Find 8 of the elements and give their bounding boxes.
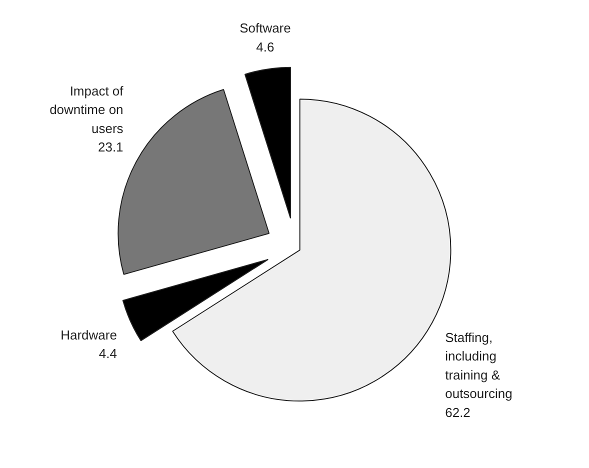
slice-label: Staffing, including training & outsourcing: [445, 330, 512, 402]
data-label: 23.1: [98, 140, 124, 155]
slice-label: Impact of downtime on users: [50, 83, 124, 136]
data-label: 4.6: [256, 39, 274, 54]
data-label: 4.4: [98, 346, 117, 362]
slice-label: Hardware: [60, 327, 117, 342]
data-label: 62.2: [445, 404, 470, 420]
slice-label: Software: [240, 20, 291, 36]
